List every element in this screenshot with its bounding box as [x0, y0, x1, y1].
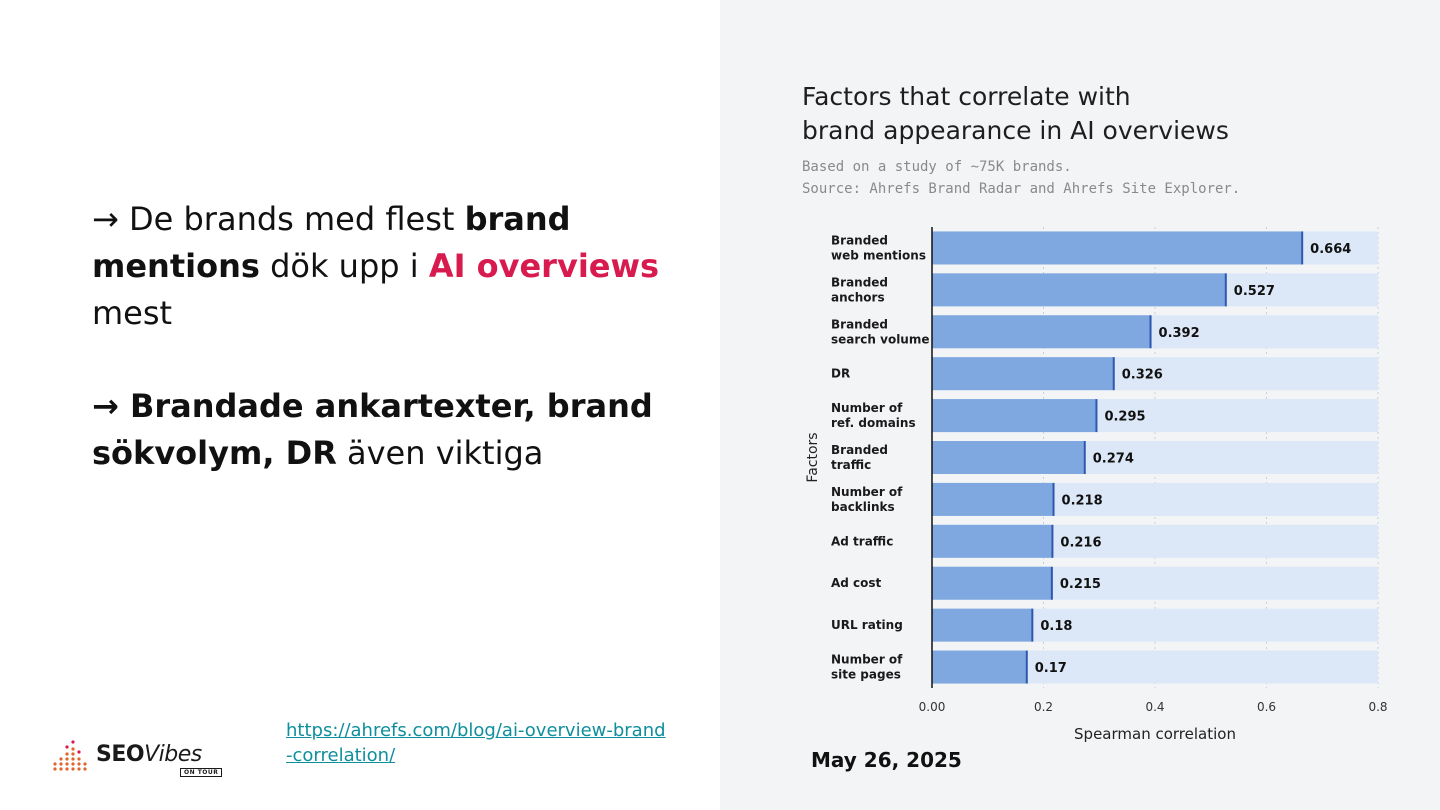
value-label: 0.18: [1040, 619, 1072, 634]
y-axis-title: Factors: [805, 432, 821, 482]
chart-subtitle: Based on a study of ~75K brands. Source:…: [802, 159, 1241, 197]
category-label: Number of ref. domains: [831, 401, 916, 430]
value-label: 0.215: [1060, 577, 1101, 592]
bullet-brand-anchors: → Brandade ankartexter, brand sökvolym, …: [92, 387, 653, 472]
category-label: DR: [831, 367, 850, 381]
value-label: 0.216: [1060, 535, 1101, 550]
value-label: 0.326: [1122, 368, 1163, 383]
value-label: 0.527: [1234, 284, 1275, 299]
category-label: URL rating: [831, 618, 903, 632]
x-tick-label: 0.00: [919, 700, 946, 714]
value-label: 0.274: [1093, 452, 1134, 467]
category-label: Branded anchors: [831, 275, 888, 304]
sound-wave-icon: [53, 740, 87, 771]
bar: [932, 441, 1085, 474]
x-tick-label: 0.6: [1257, 700, 1276, 714]
bar: [932, 231, 1303, 265]
seovibes-logo: SEOVibes ON TOUR: [52, 734, 232, 780]
value-label: 0.392: [1159, 326, 1200, 341]
highlight-ai-overviews: AI overviews: [428, 247, 660, 285]
value-label: 0.17: [1035, 661, 1067, 676]
bar: [932, 482, 1054, 516]
bar: [932, 273, 1226, 307]
source-link[interactable]: https://ahrefs.com/blog/ai-overview-bran…: [286, 720, 666, 766]
bold-brand-anchors: → Brandade ankartexter, brand sökvolym, …: [92, 387, 653, 472]
value-label: 0.218: [1062, 493, 1103, 508]
bar: [932, 566, 1052, 600]
chart-title: Factors that correlate with brand appear…: [802, 82, 1229, 145]
x-axis-title: Spearman correlation: [1074, 725, 1236, 743]
bar: [932, 524, 1053, 558]
category-label: Branded traffic: [831, 443, 888, 472]
bar: [932, 357, 1114, 391]
category-label: Number of site pages: [831, 653, 903, 682]
value-label: 0.295: [1104, 410, 1145, 425]
bar: [932, 315, 1151, 349]
value-label: 0.664: [1310, 242, 1351, 257]
category-label: Ad traffic: [831, 534, 893, 548]
x-tick-label: 0.8: [1368, 700, 1387, 714]
category-label: Branded search volume: [831, 317, 930, 346]
bar: [932, 650, 1027, 684]
bar: [932, 399, 1097, 433]
bullet-brand-mentions: → De brands med flest brand mentions dök…: [92, 200, 660, 332]
text-panel: → De brands med flest brand mentions dök…: [52, 196, 692, 780]
logo-on-tour: ON TOUR: [180, 768, 223, 777]
bold-brand-mentions: brand mentions: [92, 200, 571, 285]
category-label: Number of backlinks: [831, 485, 903, 514]
logo-wordmark: SEOVibes: [96, 742, 202, 767]
bar: [932, 608, 1033, 642]
x-tick-label: 0.2: [1034, 700, 1053, 714]
bullet-list: → De brands med flest brand mentions dök…: [92, 196, 692, 523]
bar-chart: 0.664 Branded web mentions 0.527 Branded anch…: [805, 227, 1388, 743]
category-label: Branded web mentions: [831, 233, 926, 262]
chart-date: May 26, 2025: [811, 748, 962, 772]
category-label: Ad cost: [831, 576, 882, 590]
x-tick-label: 0.4: [1145, 700, 1164, 714]
